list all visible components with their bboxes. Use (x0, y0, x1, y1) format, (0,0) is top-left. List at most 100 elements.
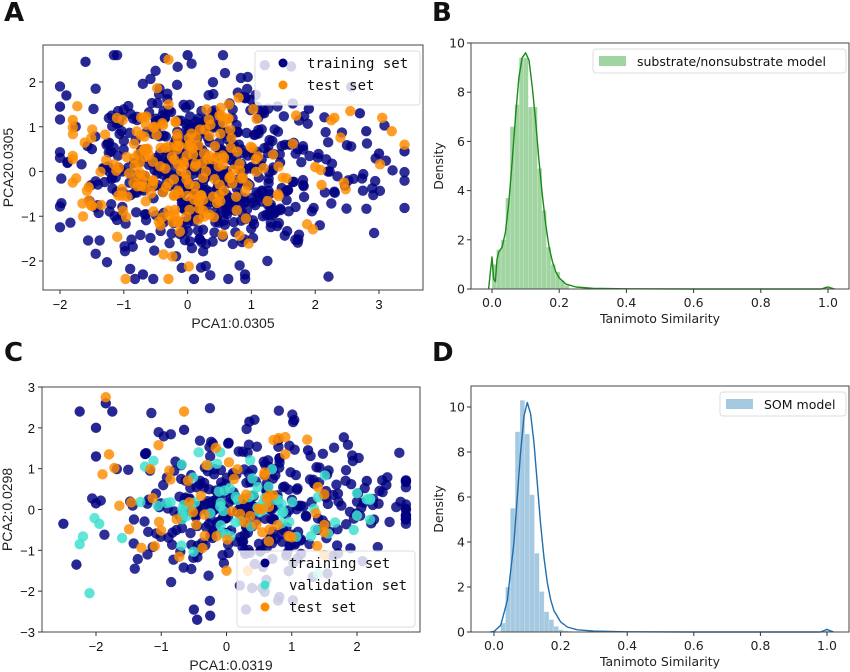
histogram-bar (539, 591, 545, 633)
data-point (138, 144, 150, 156)
data-point (381, 479, 392, 491)
y-tick-label: −2 (20, 584, 35, 599)
data-point (189, 180, 201, 192)
data-point (153, 426, 164, 438)
data-point (126, 497, 137, 508)
data-point (194, 124, 206, 135)
data-point (293, 229, 305, 240)
y-axis-label: PCA2:0.0298 (0, 468, 15, 551)
data-point (190, 519, 202, 530)
data-point (145, 232, 156, 244)
data-point (273, 217, 285, 229)
y-tick-label: 0 (457, 282, 465, 297)
data-point (139, 516, 150, 527)
data-point (192, 225, 204, 236)
data-point (290, 201, 301, 213)
data-point (153, 440, 164, 451)
data-point (194, 435, 206, 446)
x-tick-label: 0.0 (482, 295, 502, 310)
data-point (382, 472, 393, 483)
x-tick-label: 0 (223, 639, 230, 654)
data-point (54, 114, 66, 125)
data-point (247, 142, 258, 154)
data-point (308, 202, 319, 214)
y-tick-label: −3 (20, 625, 35, 640)
legend-box (254, 50, 421, 106)
data-point (221, 565, 232, 576)
data-point (163, 54, 174, 65)
data-point (204, 130, 215, 142)
data-point (228, 217, 240, 228)
data-point (140, 196, 152, 207)
plot-frame-a (42, 44, 424, 291)
data-point (273, 432, 284, 444)
data-point (197, 542, 208, 554)
data-point (251, 187, 262, 198)
data-point (132, 181, 143, 192)
x-tick-label: −2 (53, 297, 68, 312)
data-point (116, 125, 127, 137)
data-point (301, 434, 313, 445)
data-point (361, 126, 372, 137)
data-point (348, 524, 359, 536)
x-axis-label: PCA1:0.0319 (189, 657, 272, 672)
data-point (356, 173, 368, 184)
data-point (204, 595, 216, 607)
data-point (242, 179, 253, 191)
data-point (137, 78, 149, 90)
data-point (342, 439, 354, 450)
data-point (194, 234, 205, 245)
y-tick-label: −1 (21, 209, 36, 224)
data-point (131, 126, 143, 137)
data-point (236, 173, 247, 184)
data-point (240, 196, 251, 207)
data-point (300, 510, 312, 521)
legend-entry-label: SOM model (764, 397, 835, 412)
data-point (54, 222, 66, 233)
y-tick-label: 6 (457, 490, 465, 505)
data-point (298, 181, 309, 192)
data-point (292, 483, 303, 494)
histogram-bar (529, 494, 535, 633)
data-point (197, 246, 209, 257)
data-point (331, 540, 343, 551)
data-point (90, 451, 102, 462)
data-point (117, 114, 128, 126)
legend-entry-label: training set (289, 556, 390, 572)
data-point (253, 124, 264, 136)
data-point (234, 165, 246, 176)
data-point (149, 121, 160, 132)
data-point (96, 199, 107, 211)
data-point (232, 464, 243, 475)
data-point (276, 498, 287, 510)
data-point (56, 173, 67, 184)
data-point (223, 99, 235, 110)
data-point (119, 241, 130, 252)
data-point (186, 128, 197, 139)
data-point (361, 494, 372, 505)
data-point (357, 185, 369, 196)
data-point (251, 519, 262, 530)
data-point (276, 507, 287, 519)
data-point (145, 73, 156, 85)
data-point (199, 509, 210, 520)
data-point (207, 77, 219, 88)
data-point (174, 551, 185, 562)
scatter-plot-a: −2 −1 0 1 2 3 −2 −1 0 1 2 PCA1:0.0305 PCA20.0305 trai… (0, 44, 424, 331)
data-point (228, 473, 240, 485)
x-axis-label: PCA1:0.0305 (191, 315, 274, 331)
data-point (281, 173, 292, 184)
data-point (326, 198, 337, 209)
y-axis-label: PCA20.0305 (0, 128, 16, 208)
legend: training set test set (254, 50, 421, 106)
data-point (201, 459, 212, 471)
data-point (99, 529, 110, 540)
data-point (148, 273, 159, 285)
data-point (211, 458, 223, 469)
data-point (88, 103, 99, 115)
legend-marker (260, 602, 270, 612)
data-point (230, 517, 241, 528)
legend-entry-label: training set (307, 56, 408, 72)
data-point (155, 525, 167, 536)
data-point (61, 90, 72, 101)
